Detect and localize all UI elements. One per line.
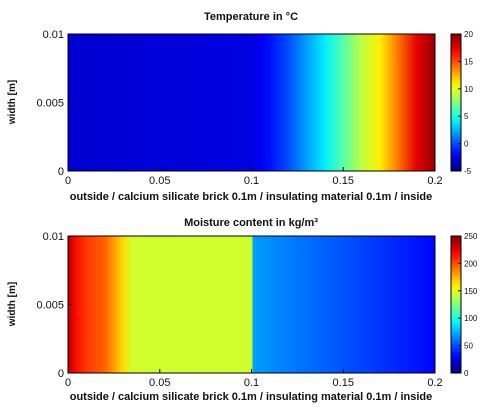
x-tick-label: 0.05 [149, 377, 170, 389]
x-tick-label: 0.15 [333, 377, 354, 389]
colorbar-tick-label: 10 [464, 85, 473, 94]
colorbar-tick-label: 0 [464, 369, 469, 378]
moisture-colorbar-frame [450, 235, 462, 374]
temperature-chart-title: Temperature in °C [204, 11, 298, 23]
colorbar-tick-label: 250 [464, 232, 478, 241]
x-tick-label: 0.05 [149, 175, 170, 187]
temperature-y-axis-label: width [m] [7, 80, 18, 125]
colorbar-tick-label: 100 [464, 314, 478, 323]
x-tick-label: 0.1 [244, 175, 259, 187]
colorbar-tick-label: 200 [464, 259, 478, 268]
temperature-heatmap [68, 34, 435, 171]
moisture-colorbar-ticks: 250 200 150 100 50 0 [458, 232, 478, 378]
temperature-y-ticks: 0 0.005 0.01 [36, 29, 72, 178]
colorbar-tick-label: 15 [464, 57, 473, 66]
moisture-y-axis-label: width [m] [7, 282, 18, 327]
y-tick-label: 0.005 [36, 98, 64, 110]
moisture-chart-title: Moisture content in kg/m³ [184, 217, 318, 229]
x-tick-label: 0.2 [427, 175, 442, 187]
temperature-colorbar [451, 34, 461, 171]
colorbar-tick-label: 0 [464, 140, 469, 149]
y-tick-label: 0 [58, 166, 64, 178]
temperature-x-axis-label: outside / calcium silicate brick 0.1m / … [70, 191, 433, 203]
temperature-colorbar-frame [450, 33, 462, 172]
moisture-heatmap [68, 236, 435, 373]
x-tick-label: 0 [65, 377, 71, 389]
temperature-chart: Temperature in °C 0 0.05 0.1 0.15 0.2 0 0.005… [7, 11, 473, 203]
temperature-colorbar-ticks: 20 15 10 5 0 -5 [458, 30, 473, 176]
colorbar-tick-label: -5 [464, 167, 472, 176]
moisture-x-axis-label: outside / calcium silicate brick 0.1m / … [70, 391, 433, 403]
moisture-colorbar [451, 236, 461, 373]
moisture-y-ticks: 0 0.005 0.01 [36, 231, 72, 380]
y-tick-label: 0.005 [36, 300, 64, 312]
x-tick-label: 0 [65, 175, 71, 187]
x-tick-label: 0.15 [333, 175, 354, 187]
y-tick-label: 0 [58, 368, 64, 380]
x-tick-label: 0.2 [427, 377, 442, 389]
y-tick-label: 0.01 [43, 231, 64, 243]
y-tick-label: 0.01 [43, 29, 64, 41]
colorbar-tick-label: 5 [464, 112, 469, 121]
temperature-x-ticks: 0 0.05 0.1 0.15 0.2 [65, 167, 443, 187]
moisture-x-ticks: 0 0.05 0.1 0.15 0.2 [65, 369, 443, 389]
colorbar-tick-label: 20 [464, 30, 473, 39]
colorbar-tick-label: 150 [464, 287, 478, 296]
x-tick-label: 0.1 [244, 377, 259, 389]
moisture-chart: Moisture content in kg/m³ 0 0.05 0.1 0.15 0.… [7, 217, 478, 403]
colorbar-tick-label: 50 [464, 342, 473, 351]
